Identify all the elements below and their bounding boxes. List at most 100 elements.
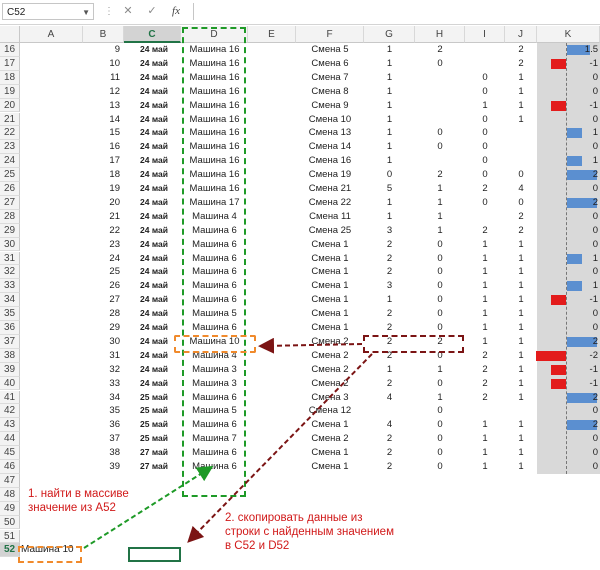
cell-d[interactable]: Машина 6 [192,419,237,431]
cell-d[interactable]: Машина 16 [189,57,240,69]
cell-h[interactable]: 0 [437,377,443,389]
cell-c[interactable]: 24 май [140,308,168,319]
cell-c[interactable]: 24 май [140,57,168,68]
cell-j[interactable]: 0 [518,196,524,208]
cell-k[interactable]: 2 [592,169,598,181]
cell-j[interactable]: 1 [518,85,524,97]
cell-d[interactable]: Машина 6 [192,322,237,333]
cell-h[interactable]: 2 [437,335,443,347]
cell-b[interactable]: 18 [109,169,120,181]
cell-c[interactable]: 24 май [140,99,168,110]
cell-g[interactable]: 2 [386,377,393,389]
cell-j[interactable]: 1 [518,113,524,125]
cell-c[interactable]: 24 май [140,169,168,180]
cell-k[interactable]: 1.5 [584,44,598,55]
cell-c[interactable]: 24 май [140,294,168,305]
cell-g[interactable]: 2 [386,308,393,320]
cell-f[interactable]: Смена 1 [311,419,349,431]
row-header[interactable]: 30 [0,237,20,252]
row-header[interactable]: 18 [0,70,20,85]
row-header[interactable]: 31 [0,251,20,266]
cell-j[interactable]: 1 [518,252,524,264]
row-header[interactable]: 37 [0,334,20,349]
cell-d[interactable]: Машина 16 [189,141,240,153]
cell-k[interactable]: 0 [592,405,598,417]
column-header-j[interactable]: J [505,26,537,43]
cell-i[interactable]: 1 [482,335,488,347]
cell-b[interactable]: 17 [109,155,120,167]
cell-f[interactable]: Смена 25 [308,224,352,236]
column-header-g[interactable]: G [364,26,415,43]
cell-h[interactable]: 0 [437,57,443,69]
cell-b[interactable]: 9 [114,44,120,55]
cell-i[interactable]: 1 [482,252,488,264]
cell-c[interactable]: 25 май [140,419,168,430]
cell-g[interactable]: 1 [386,363,393,375]
cell-k[interactable]: 0 [592,224,598,236]
cell-h[interactable]: 0 [437,461,443,472]
row-header[interactable]: 50 [0,515,20,530]
cell-c[interactable]: 27 май [140,447,168,458]
cell-k[interactable]: -2 [589,349,598,361]
column-header-c[interactable]: C [124,26,181,43]
cell-d[interactable]: Машина 7 [192,433,237,445]
cell-k[interactable]: 2 [592,391,598,403]
cell-b[interactable]: 37 [109,433,120,445]
cell-f[interactable]: Смена 1 [311,447,349,459]
row-header[interactable]: 46 [0,460,20,474]
cell-h[interactable]: 1 [437,391,443,403]
row-header[interactable]: 48 [0,487,20,502]
cell-b[interactable]: 26 [109,280,120,292]
cell-d[interactable]: Машина 10 [189,335,240,347]
row-header[interactable]: 27 [0,195,20,210]
cell-d[interactable]: Машина 3 [192,363,237,375]
cell-g[interactable]: 1 [386,141,393,153]
drag-handle-icon[interactable]: ⋮ [104,6,114,17]
cell-i[interactable]: 1 [482,433,488,445]
cell-h[interactable]: 0 [437,141,443,153]
cell-d[interactable]: Машина 16 [189,183,240,194]
cell-c[interactable]: 24 май [140,85,168,96]
cell-b[interactable]: 19 [109,183,120,194]
cell-b[interactable]: 22 [109,224,120,236]
cell-k[interactable]: 0 [592,433,598,445]
cell-c[interactable]: 24 май [140,44,168,54]
row-header[interactable]: 22 [0,126,20,141]
formula-input[interactable] [193,3,599,20]
cell-j[interactable]: 1 [518,238,524,250]
cell-f[interactable]: Смена 2 [311,433,349,445]
cell-d[interactable]: Машина 4 [192,210,237,222]
cell-f[interactable]: Смена 1 [311,461,349,472]
cell-i[interactable]: 1 [482,238,488,250]
cell-j[interactable]: 1 [518,433,524,445]
cell-f[interactable]: Смена 1 [311,252,349,264]
cell-d[interactable]: Машина 6 [192,224,237,236]
cell-b[interactable]: 10 [109,57,120,69]
cell-b[interactable]: 32 [109,363,120,375]
cell-f[interactable]: Смена 11 [309,210,351,222]
cell-k[interactable]: 0 [592,210,598,222]
cell-h[interactable]: 0 [437,280,443,292]
cell-h[interactable]: 0 [437,308,443,320]
column-header-b[interactable]: B [83,26,124,43]
cell-h[interactable]: 0 [437,447,443,459]
cell-d[interactable]: Машина 3 [192,377,237,389]
row-header[interactable]: 39 [0,362,20,377]
row-header[interactable]: 16 [0,43,20,57]
cell-h[interactable]: 2 [437,44,443,55]
cell-g[interactable]: 1 [386,85,393,97]
cell-d[interactable]: Машина 17 [189,196,240,208]
cell-b[interactable]: 24 [109,252,120,264]
cell-j[interactable]: 1 [518,363,524,375]
cell-f[interactable]: Смена 2 [311,349,349,361]
row-header[interactable]: 47 [0,473,20,488]
cell-h[interactable]: 0 [437,238,443,250]
row-header[interactable]: 25 [0,168,20,182]
cell-f[interactable]: Смена 21 [308,183,352,194]
cell-c[interactable]: 24 май [140,127,168,138]
cell-k[interactable]: 2 [592,335,598,347]
cell-d[interactable]: Машина 16 [189,155,240,167]
cell-g[interactable]: 1 [386,71,393,83]
cell-h[interactable]: 1 [437,196,443,208]
row-header[interactable]: 29 [0,223,20,238]
